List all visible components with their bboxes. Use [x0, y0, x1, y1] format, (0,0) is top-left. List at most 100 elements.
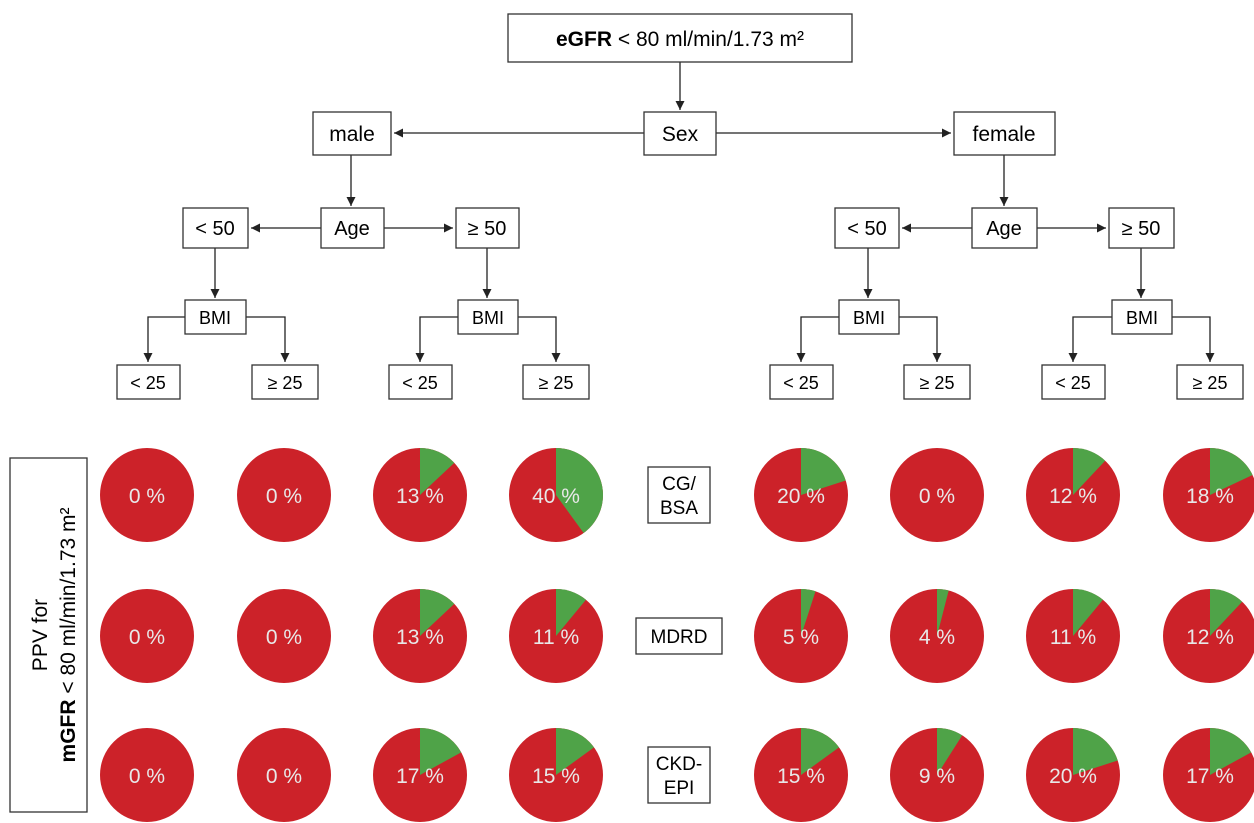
- male-ge50-bmi-label: BMI: [472, 308, 504, 328]
- female-age-lt50-node: < 50: [834, 207, 900, 249]
- pie-chart: 17 %: [373, 728, 467, 822]
- female-age-ge50-node: ≥ 50: [1108, 207, 1175, 249]
- male-lt50-bmi-node: BMI: [184, 299, 247, 335]
- pie-value-label: 40 %: [532, 485, 580, 508]
- female-lt50-label: < 50: [847, 218, 886, 240]
- female-ge50-label: ≥ 50: [1122, 218, 1161, 240]
- male-lt50-bmi-label: BMI: [199, 308, 231, 328]
- pie-value-label: 0 %: [266, 765, 302, 788]
- y-label-line2: mGFR < 80 ml/min/1.73 m²: [57, 508, 80, 763]
- pie-chart: 5 %: [754, 589, 848, 683]
- pie-chart: 0 %: [237, 728, 331, 822]
- pie-chart: 0 %: [100, 589, 194, 683]
- pie-value-label: 13 %: [396, 485, 444, 508]
- female-ge50-bmi-label: BMI: [1126, 308, 1158, 328]
- pie-slice-negative: [100, 589, 194, 683]
- pie-chart: 15 %: [754, 728, 848, 822]
- pie-value-label: 15 %: [532, 765, 580, 788]
- tree-connectors: [143, 62, 1215, 362]
- male-lt50-bmi-ge25-node: ≥ 25: [251, 364, 319, 400]
- pie-chart: 20 %: [754, 448, 848, 542]
- female-ge50-bmi-ge25-arrow: [1172, 316, 1215, 362]
- female-age-label: Age: [986, 218, 1022, 240]
- pie-chart: 17 %: [1163, 728, 1254, 822]
- pie-slice-negative: [100, 728, 194, 822]
- leaf-label: ≥ 25: [539, 373, 574, 393]
- leaf-label: < 25: [783, 373, 819, 393]
- pie-chart: 4 %: [890, 589, 984, 683]
- pie-value-label: 11 %: [533, 626, 579, 649]
- pie-value-label: 0 %: [266, 485, 302, 508]
- pie-value-label: 17 %: [396, 765, 444, 788]
- method-label-text: BSA: [660, 498, 698, 519]
- pie-value-label: 0 %: [129, 765, 165, 788]
- pie-chart: 9 %: [890, 728, 984, 822]
- pie-value-label: 18 %: [1186, 485, 1234, 508]
- pie-value-label: 11 %: [1050, 626, 1096, 649]
- female-lt50-bmi-lt25-arrow: [796, 316, 839, 362]
- leaf-label: < 25: [1055, 373, 1091, 393]
- male-ge50-bmi-node: BMI: [457, 299, 519, 335]
- pie-chart: 0 %: [100, 448, 194, 542]
- female-ge50-bmi-lt25-arrow: [1068, 316, 1112, 362]
- pie-slice-positive: [1073, 589, 1103, 636]
- method-labels: CG/BSA MDRD CKD- EPI: [635, 466, 723, 804]
- male-lt50-label: < 50: [195, 218, 234, 240]
- pie-chart: 11 %: [509, 589, 603, 683]
- pie-slice-positive: [1073, 448, 1106, 495]
- pie-value-label: 0 %: [919, 485, 955, 508]
- pie-slice-positive: [801, 728, 840, 775]
- y-label-rest: < 80 ml/min/1.73 m²: [57, 508, 80, 700]
- pie-value-label: 15 %: [777, 765, 825, 788]
- pie-slice-positive: [801, 448, 846, 495]
- root-bold-label: eGFR: [556, 28, 612, 51]
- pie-slice-positive: [1210, 448, 1253, 495]
- pie-slice-positive: [801, 589, 816, 636]
- male-lt50-bmi-lt25-node: < 25: [116, 364, 181, 400]
- pie-slice-positive: [1210, 728, 1252, 775]
- method-label-text: EPI: [664, 778, 695, 799]
- leaf-label: ≥ 25: [1193, 373, 1228, 393]
- method-label-text: CG/: [662, 474, 697, 495]
- female-age-node: Age: [971, 207, 1038, 249]
- pie-chart: 20 %: [1026, 728, 1120, 822]
- pie-slice-positive: [1210, 589, 1243, 636]
- male-label: male: [329, 123, 375, 146]
- male-age-lt50-node: < 50: [182, 207, 249, 249]
- pie-value-label: 9 %: [919, 765, 955, 788]
- female-lt50-bmi-ge25-node: ≥ 25: [903, 364, 971, 400]
- pie-slice-negative: [237, 448, 331, 542]
- pie-slice-positive: [556, 448, 603, 534]
- pie-chart: 0 %: [890, 448, 984, 542]
- pie-value-label: 12 %: [1186, 626, 1234, 649]
- pie-slice-positive: [420, 589, 455, 636]
- female-lt50-bmi-label: BMI: [853, 308, 885, 328]
- female-ge50-bmi-node: BMI: [1111, 299, 1173, 335]
- pie-slice-negative: [237, 728, 331, 822]
- male-lt50-bmi-ge25-arrow: [246, 316, 290, 362]
- male-node: male: [312, 111, 392, 156]
- pie-slice-positive: [420, 448, 455, 495]
- leaf-label: < 25: [402, 373, 438, 393]
- pie-chart: 18 %: [1163, 448, 1254, 542]
- root-label-rest: < 80 ml/min/1.73 m²: [612, 28, 804, 51]
- male-age-node: Age: [320, 207, 385, 249]
- pie-chart: 15 %: [509, 728, 603, 822]
- pie-chart: 12 %: [1163, 589, 1254, 683]
- leaf-label: < 25: [130, 373, 166, 393]
- svg-text:eGFR < 80 ml/min/1.73 m²: eGFR < 80 ml/min/1.73 m²: [556, 28, 804, 51]
- method-label-text: CKD-: [656, 754, 702, 775]
- pie-chart: 0 %: [237, 589, 331, 683]
- pie-value-label: 12 %: [1049, 485, 1097, 508]
- pie-slice-positive: [420, 728, 462, 775]
- y-label-bold: mGFR: [57, 699, 80, 762]
- female-lt50-bmi-lt25-node: < 25: [769, 364, 834, 400]
- pie-grid: 0 % 0 % 13 % 40 % 20 % 0 % 12 % 18 % 0 % 0 % 13 % 1…: [100, 448, 1254, 822]
- pie-value-label: 13 %: [396, 626, 444, 649]
- pie-slice-negative: [100, 448, 194, 542]
- female-node: female: [953, 111, 1056, 156]
- pie-chart: 40 %: [509, 448, 603, 542]
- pie-slice-negative: [237, 589, 331, 683]
- pie-slice-positive: [937, 589, 949, 636]
